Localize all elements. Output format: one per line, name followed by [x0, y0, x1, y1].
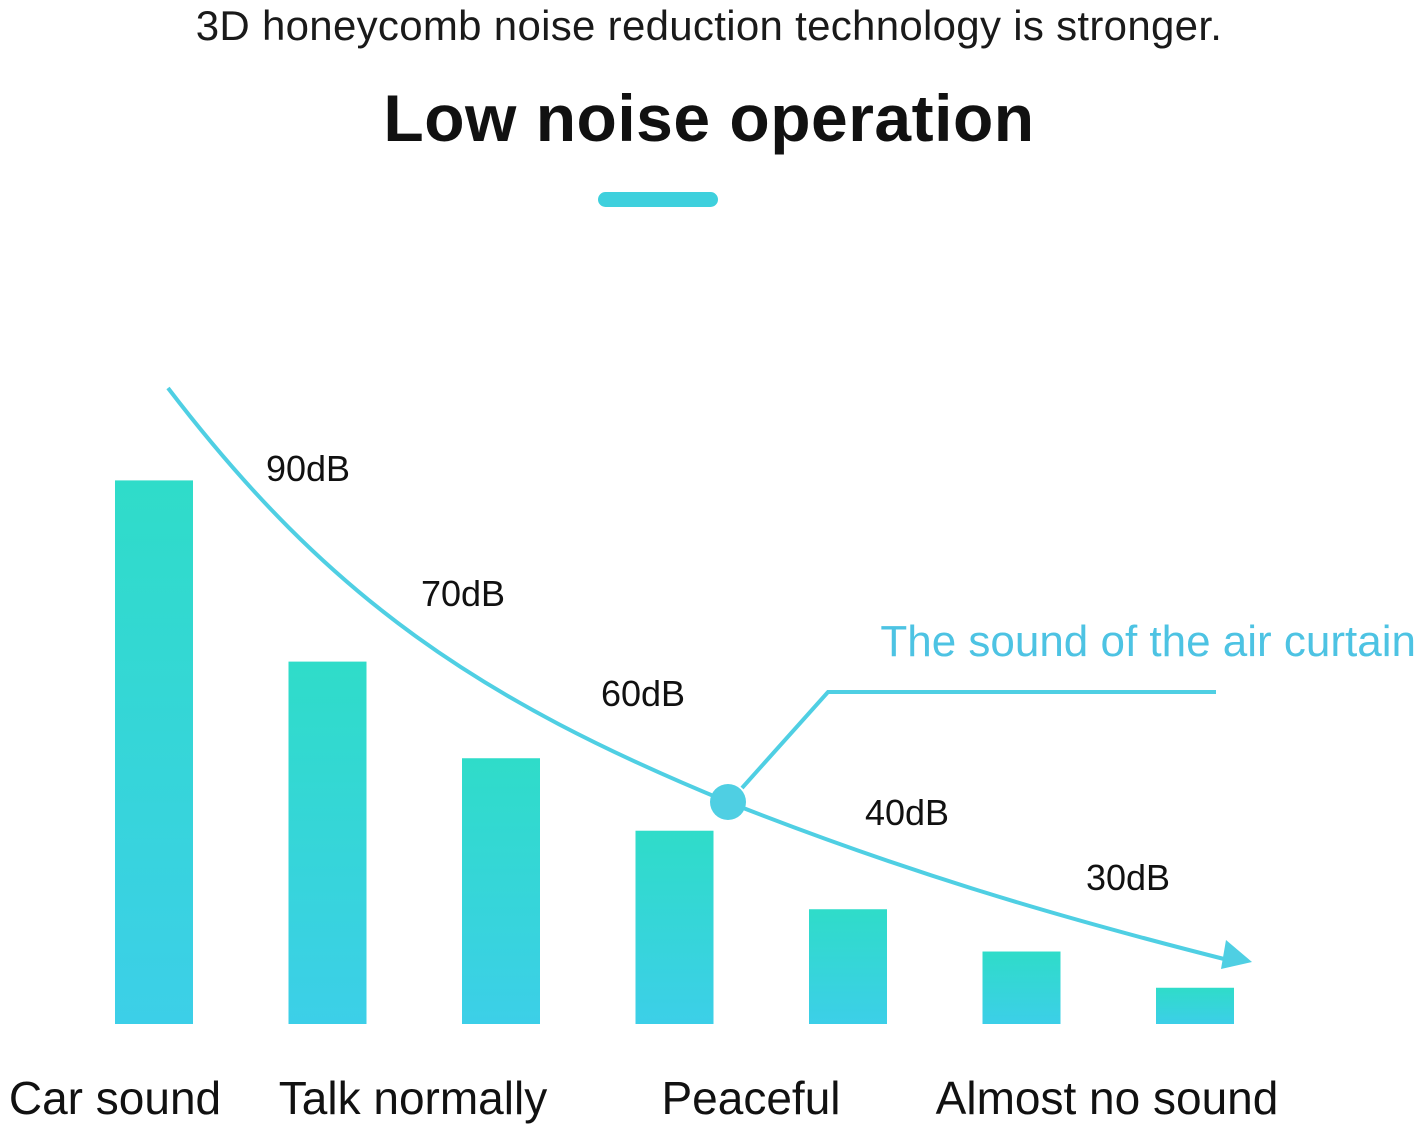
bar-2 — [288, 661, 367, 1024]
subtitle: 3D honeycomb noise reduction technology … — [195, 2, 1223, 49]
bar-1 — [115, 480, 193, 1024]
category-label-1: Car sound — [9, 1072, 221, 1124]
curve-label-2: 70dB — [421, 573, 505, 614]
callout-label: The sound of the air curtain — [880, 617, 1416, 666]
bar-6 — [982, 951, 1061, 1024]
page-title: Low noise operation — [383, 81, 1035, 155]
curve-label-5: 30dB — [1086, 857, 1170, 898]
bar-5 — [809, 909, 887, 1024]
air-curtain-marker — [710, 784, 746, 820]
noise-curve — [166, 386, 1229, 962]
category-label-2: Talk normally — [279, 1072, 547, 1124]
callout-line — [740, 690, 1216, 790]
curve-label-4: 40dB — [865, 792, 949, 833]
category-label-4: Almost no sound — [936, 1072, 1279, 1124]
curve-arrowhead — [1221, 940, 1252, 969]
category-label-3: Peaceful — [661, 1072, 840, 1124]
bar-4 — [635, 830, 714, 1024]
bar-7 — [1156, 987, 1234, 1024]
title-underline — [598, 192, 718, 207]
bar-3 — [462, 758, 540, 1024]
curve-label-1: 90dB — [266, 448, 350, 489]
curve-label-3: 60dB — [601, 673, 685, 714]
